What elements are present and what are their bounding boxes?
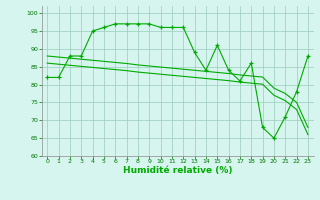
X-axis label: Humidité relative (%): Humidité relative (%): [123, 166, 232, 175]
